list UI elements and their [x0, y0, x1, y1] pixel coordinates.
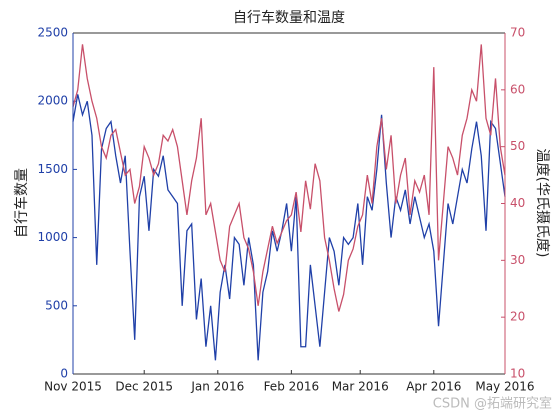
y-tick-label: 1000 [37, 230, 68, 244]
x-tick-label: Mar 2016 [332, 380, 389, 394]
chart-title: 自行车数量和温度 [233, 9, 345, 26]
y-tick-label: 1500 [37, 162, 68, 176]
x-tick-label: May 2016 [475, 380, 534, 394]
y-tick-label: 500 [45, 298, 68, 312]
x-tick-label: Apr 2016 [406, 380, 461, 394]
y2-tick-label: 30 [510, 253, 525, 267]
x-tick-label: Feb 2016 [264, 380, 320, 394]
y2-axis-label: 温度(华氏摄氏度) [534, 149, 550, 258]
y-axis-label: 自行车数量 [13, 168, 30, 238]
y2-tick-label: 50 [510, 139, 525, 153]
watermark: CSDN @拓端研究室 [433, 396, 552, 412]
y2-tick-label: 40 [510, 196, 525, 210]
x-tick-label: Nov 2015 [44, 380, 102, 394]
y2-tick-label: 60 [510, 82, 525, 96]
data-line [72, 44, 506, 312]
data-line [72, 94, 506, 361]
y2-tick-label: 20 [510, 310, 525, 324]
y2-tick-label: 10 [510, 367, 525, 381]
y2-tick-label: 70 [510, 26, 525, 40]
x-tick-label: Jan 2016 [190, 380, 244, 394]
x-tick-label: Dec 2015 [115, 380, 173, 394]
y-tick-label: 2000 [37, 94, 68, 108]
y-tick-label: 0 [60, 367, 68, 381]
y-tick-label: 2500 [37, 26, 68, 40]
